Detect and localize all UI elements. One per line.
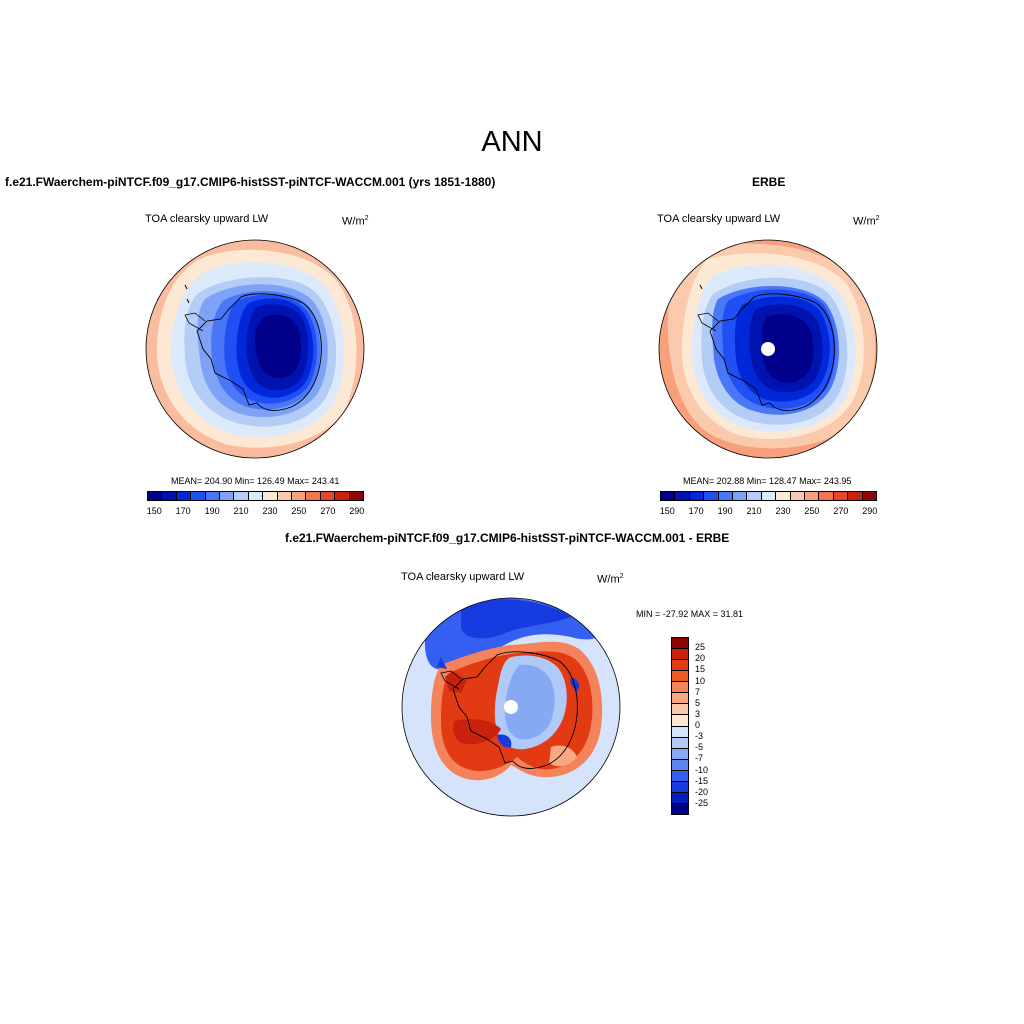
colorbar-box [320,492,336,500]
colorbar-box [277,492,293,500]
model-panel-header: f.e21.FWaerchem-piNTCF.f09_g17.CMIP6-his… [5,175,496,189]
colorbar-tick-label: 290 [349,506,365,516]
model-stats: MEAN= 204.90 Min= 126.49 Max= 243.41 [171,476,340,486]
colorbar-tick-label: 210 [746,506,762,516]
colorbar-box [220,492,235,500]
colorbar-box [718,492,734,500]
colorbar-tick-label: 230 [775,506,791,516]
colorbar-box [672,704,688,716]
colorbar-box [819,492,834,500]
colorbar-box [672,682,688,694]
colorbar-tick-label: 15 [695,664,706,675]
model-colorbar [147,491,364,501]
diff-units-label: W/m2 [597,573,624,586]
colorbar-box [162,492,177,500]
colorbar-box [672,792,688,804]
model-units-label: W/m2 [342,215,369,228]
colorbar-box [335,492,350,500]
colorbar-box [292,492,307,500]
colorbar-box [862,492,877,500]
obs-polar-map [658,239,878,459]
colorbar-box [833,492,849,500]
diff-panel-header: f.e21.FWaerchem-piNTCF.f09_g17.CMIP6-his… [285,531,730,545]
colorbar-box [805,492,820,500]
colorbar-tick-label: 190 [204,506,220,516]
colorbar-tick-label: 150 [659,506,675,516]
colorbar-box [672,748,688,760]
colorbar-box [672,649,688,661]
colorbar-tick-label: -3 [695,731,704,742]
model-polar-map [145,239,365,459]
colorbar-box [263,492,278,500]
colorbar-box [672,759,688,771]
colorbar-tick-label: 270 [833,506,849,516]
obs-panel-header: ERBE [752,175,786,189]
diff-polar-map [401,597,621,817]
colorbar-box [733,492,748,500]
colorbar-box [148,492,163,500]
colorbar-box [661,492,676,500]
colorbar-box [205,492,221,500]
obs-variable-label: TOA clearsky upward LW [657,213,781,225]
colorbar-box [761,492,777,500]
diff-variable-label: TOA clearsky upward LW [401,571,525,583]
colorbar-tick-label: 170 [688,506,704,516]
colorbar-tick-label: 20 [695,653,706,664]
colorbar-tick-label: 170 [175,506,191,516]
colorbar-box [848,492,863,500]
colorbar-tick-label: 25 [695,642,706,653]
colorbar-box [672,737,688,749]
colorbar-box [306,492,321,500]
colorbar-tick-label: 150 [146,506,162,516]
colorbar-box [689,492,705,500]
colorbar-box [672,803,688,814]
diff-stats: MIN = -27.92 MAX = 31.81 [636,609,744,619]
colorbar-box [672,715,688,727]
colorbar-box [672,693,688,705]
colorbar-tick-label: 7 [695,686,701,697]
colorbar-tick-label: 250 [804,506,820,516]
obs-colorbar [660,491,877,501]
obs-units-label: W/m2 [853,215,880,228]
colorbar-box [790,492,806,500]
colorbar-box [747,492,762,500]
diff-colorbar [671,637,689,815]
colorbar-tick-label: -10 [695,764,709,775]
colorbar-tick-label: 250 [291,506,307,516]
colorbar-box [776,492,791,500]
colorbar-tick-label: -7 [695,753,704,764]
colorbar-box [704,492,719,500]
colorbar-tick-label: 290 [862,506,878,516]
colorbar-tick-label: -20 [695,786,709,797]
colorbar-box [672,770,688,782]
colorbar-box [176,492,192,500]
colorbar-box [672,660,688,672]
colorbar-box [672,638,688,650]
colorbar-tick-label: 0 [695,720,701,730]
model-variable-label: TOA clearsky upward LW [145,213,269,225]
colorbar-tick-label: 230 [262,506,278,516]
colorbar-box [675,492,690,500]
colorbar-box [234,492,249,500]
colorbar-box [191,492,206,500]
colorbar-tick-label: 5 [695,697,701,708]
colorbar-box [672,726,688,738]
colorbar-tick-label: 190 [717,506,733,516]
colorbar-box [672,671,688,683]
colorbar-tick-label: 10 [695,675,706,686]
colorbar-box [672,781,688,793]
obs-stats: MEAN= 202.88 Min= 128.47 Max= 243.95 [683,476,852,486]
colorbar-tick-label: 210 [233,506,249,516]
colorbar-box [349,492,364,500]
colorbar-box [248,492,264,500]
colorbar-tick-label: -15 [695,775,709,786]
colorbar-tick-label: -25 [695,797,709,808]
colorbar-tick-label: 3 [695,708,701,719]
figure-title: ANN [481,126,543,158]
colorbar-tick-label: -5 [695,742,704,753]
colorbar-tick-label: 270 [320,506,336,516]
